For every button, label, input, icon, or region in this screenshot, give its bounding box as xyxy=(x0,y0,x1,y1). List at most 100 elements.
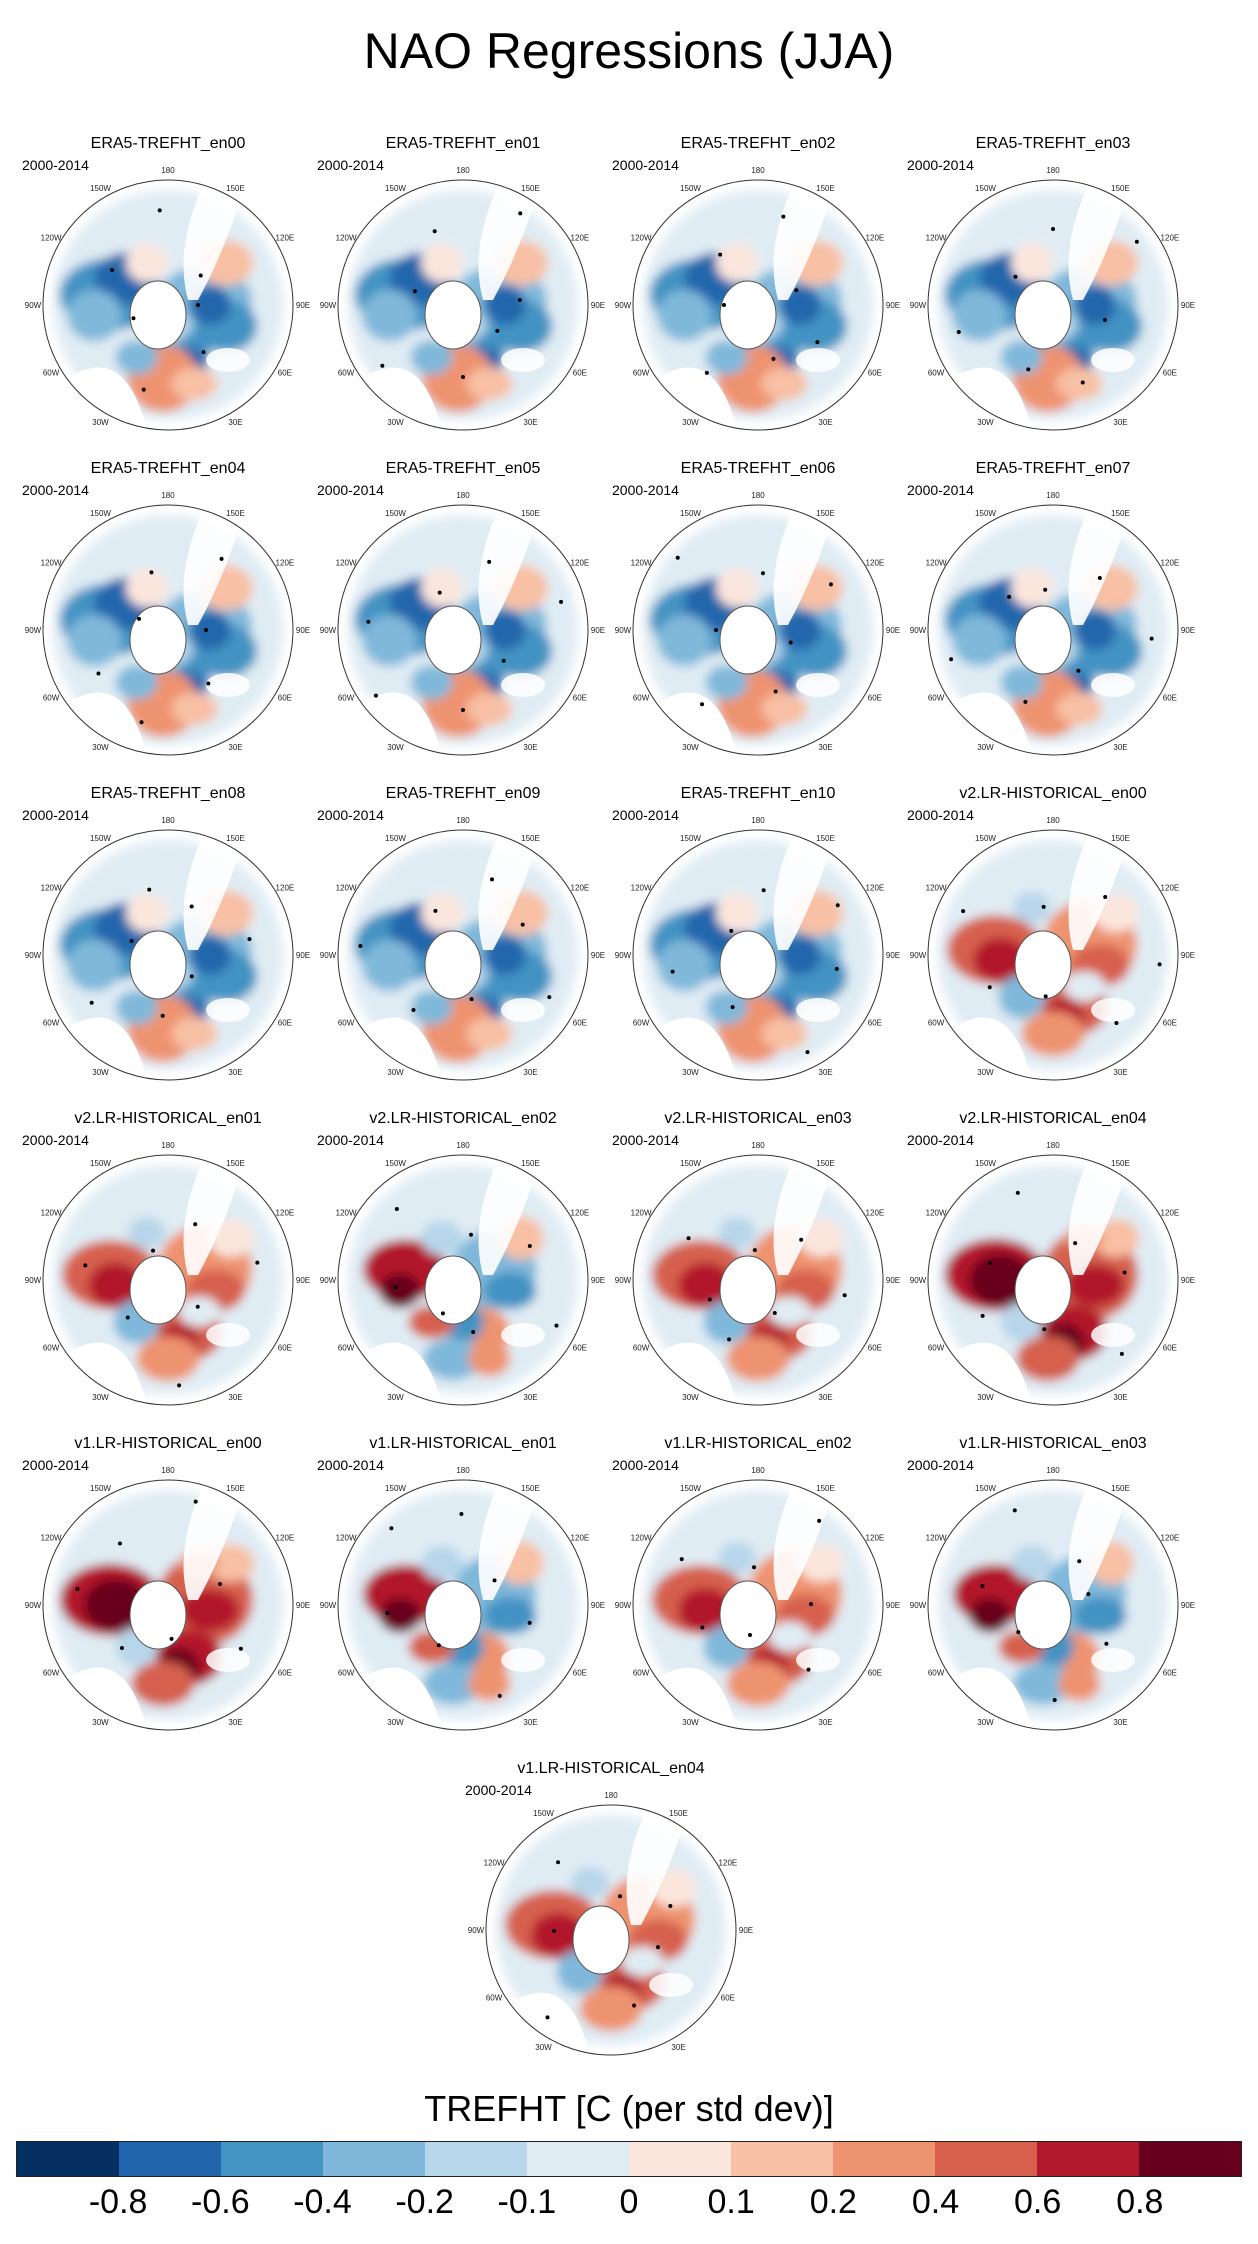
lon-label: 150E xyxy=(1111,834,1130,843)
panel-title: v2.LR-HISTORICAL_en02 xyxy=(369,1110,557,1127)
panel-period-label: 2000-2014 xyxy=(907,1457,974,1473)
lon-label: 120W xyxy=(336,234,357,243)
anomaly-region xyxy=(421,1220,463,1256)
lon-label: 30W xyxy=(92,1718,109,1727)
panel-period-label: 2000-2014 xyxy=(22,1132,89,1148)
lon-label: 120W xyxy=(336,884,357,893)
lon-label: 90E xyxy=(296,626,310,635)
lon-label: 60E xyxy=(1163,1344,1177,1353)
lon-label: 90W xyxy=(320,301,337,310)
panel-title: ERA5-TREFHT_en07 xyxy=(975,460,1131,477)
lon-label: 120E xyxy=(1161,234,1180,243)
lon-label: 120W xyxy=(926,559,947,568)
panel-title: v2.LR-HISTORICAL_en01 xyxy=(74,1110,262,1127)
lon-label: 180 xyxy=(604,1791,618,1800)
colorbar-swatch xyxy=(1139,2142,1241,2176)
panel-title: ERA5-TREFHT_en03 xyxy=(975,135,1131,152)
lon-label: 150E xyxy=(1111,184,1130,193)
anomaly-region xyxy=(88,1262,143,1308)
lon-label: 90E xyxy=(296,301,310,310)
polar-map: 180150W120W90W60W30W030E60E90E120E150E xyxy=(615,166,900,431)
anomaly-region xyxy=(1011,243,1053,283)
lon-label: 120W xyxy=(631,1534,652,1543)
anomaly-region xyxy=(67,289,122,342)
lon-label: 120E xyxy=(866,1209,885,1218)
lon-label: 180 xyxy=(161,816,175,825)
lon-label: 60W xyxy=(633,1344,650,1353)
colorbar-tick-label: 0.2 xyxy=(809,2183,857,2221)
colorbar-tick-label: 0.8 xyxy=(1116,2183,1164,2221)
lon-label: 120W xyxy=(926,1534,947,1543)
lon-label: 150E xyxy=(816,1484,835,1493)
anomaly-region xyxy=(1021,1011,1085,1057)
lon-label: 60E xyxy=(278,369,292,378)
anomaly-region xyxy=(423,1662,482,1705)
anomaly-region xyxy=(716,243,758,283)
anomaly-region xyxy=(969,1598,1011,1633)
lon-label: 60W xyxy=(633,369,650,378)
polar-map: 180150W120W90W60W30W030E60E90E120E150E xyxy=(25,1141,310,1406)
anomaly-region xyxy=(126,893,168,933)
lon-label: 120W xyxy=(41,1534,62,1543)
colorbar-tick-label: -0.6 xyxy=(191,2183,250,2221)
map-panel: ERA5-TREFHT_en02 2000-2014 180 150W 120W 90W 6… xyxy=(608,135,908,435)
lon-label: 120W xyxy=(631,559,652,568)
map-panel: v1.LR-HISTORICAL_en04 2000-2014 180 150W 120… xyxy=(461,1760,761,2060)
lon-label: 120W xyxy=(631,234,652,243)
polar-map: 180150W120W90W60W30W030E60E90E120E150E xyxy=(910,166,1195,431)
anomaly-region xyxy=(973,937,1028,983)
anomaly-region xyxy=(410,340,453,375)
panel-title: v2.LR-HISTORICAL_en04 xyxy=(959,1110,1147,1127)
lon-label: 90W xyxy=(25,951,42,960)
lon-label: 30E xyxy=(228,1068,242,1077)
lon-label: 30E xyxy=(523,1393,537,1402)
lon-label: 150W xyxy=(385,1484,406,1493)
lon-label: 90W xyxy=(25,1276,42,1285)
lon-label: 90E xyxy=(591,301,605,310)
lon-label: 120E xyxy=(276,1534,295,1543)
lon-label: 60E xyxy=(1163,694,1177,703)
lon-label: 30W xyxy=(682,418,699,427)
anomaly-region xyxy=(171,1017,218,1051)
panel-title: v1.LR-HISTORICAL_en04 xyxy=(517,1760,705,1777)
lon-label: 60W xyxy=(43,369,60,378)
anomaly-region xyxy=(379,1273,421,1308)
panel-title: v1.LR-HISTORICAL_en01 xyxy=(369,1435,557,1452)
map-panel: v1.LR-HISTORICAL_en03 2000-2014 180 150W 120… xyxy=(903,1435,1203,1735)
lon-label: 30W xyxy=(977,1068,994,1077)
anomaly-region xyxy=(1000,340,1043,375)
lon-label: 90E xyxy=(886,1601,900,1610)
lon-label: 60W xyxy=(338,1344,355,1353)
lon-label: 60W xyxy=(486,1994,503,2003)
lon-label: 120E xyxy=(571,1209,590,1218)
lon-label: 180 xyxy=(456,491,470,500)
lon-label: 60W xyxy=(43,1344,60,1353)
lon-label: 30E xyxy=(818,743,832,752)
panel-title: v2.LR-HISTORICAL_en03 xyxy=(664,1110,852,1127)
lon-label: 90E xyxy=(739,1926,753,1935)
map-panel: v1.LR-HISTORICAL_en00 2000-2014 180 150W 120… xyxy=(18,1435,318,1735)
panel-period-label: 2000-2014 xyxy=(907,482,974,498)
lon-label: 60E xyxy=(1163,1019,1177,1028)
anomaly-region xyxy=(1013,892,1051,924)
lon-label: 150W xyxy=(385,1159,406,1168)
map-panel: ERA5-TREFHT_en09 2000-2014 180 150W 120W 90W 6… xyxy=(313,785,613,1085)
lon-label: 90W xyxy=(910,626,927,635)
colorbar-tick-label: 0 xyxy=(619,2183,639,2221)
colorbar xyxy=(16,2141,1242,2177)
lon-label: 30E xyxy=(1113,1718,1127,1727)
lon-label: 150W xyxy=(680,834,701,843)
lon-label: 30W xyxy=(387,1068,404,1077)
lon-label: 180 xyxy=(161,491,175,500)
anomaly-region xyxy=(468,1666,511,1702)
lon-label: 60E xyxy=(573,1669,587,1678)
lon-label: 60W xyxy=(633,1669,650,1678)
lon-label: 30W xyxy=(387,1393,404,1402)
lon-label: 120E xyxy=(276,559,295,568)
anomaly-region xyxy=(621,1946,664,1977)
lon-label: 90W xyxy=(910,951,927,960)
lon-label: 30E xyxy=(1113,1393,1127,1402)
lon-label: 180 xyxy=(1046,1466,1060,1475)
lon-label: 90W xyxy=(615,301,632,310)
anomaly-region xyxy=(1058,1666,1101,1702)
